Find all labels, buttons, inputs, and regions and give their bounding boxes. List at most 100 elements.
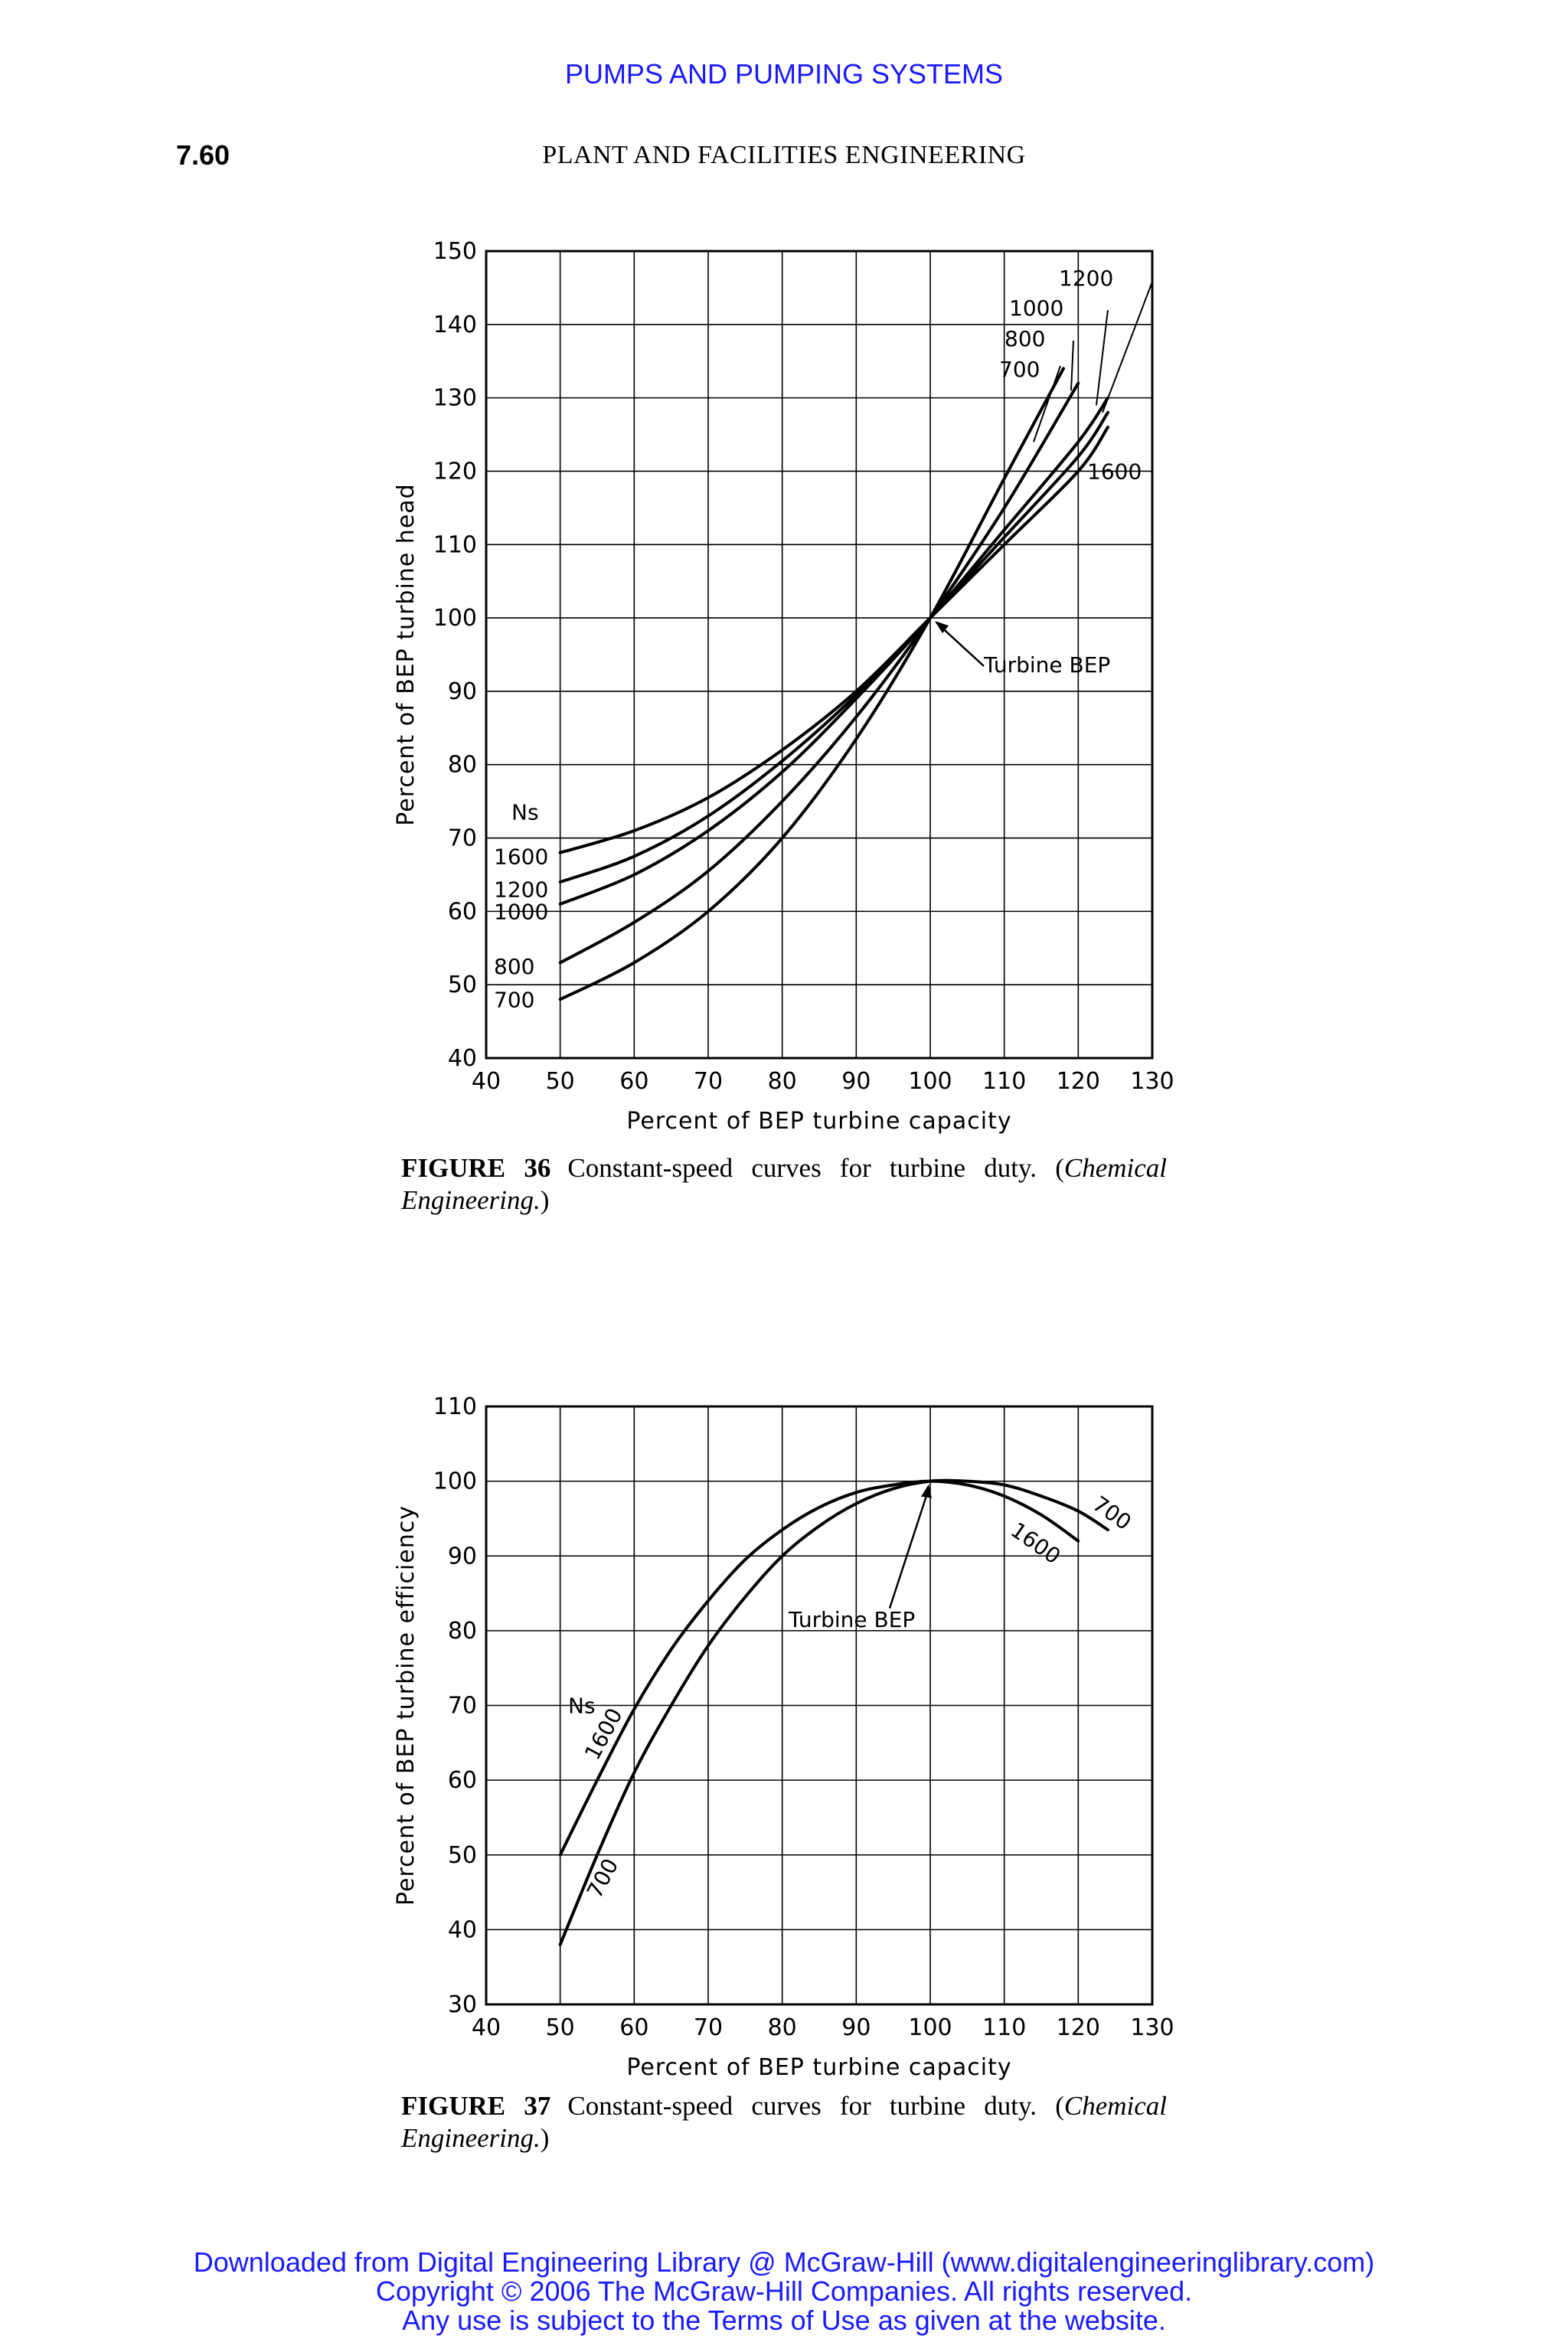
figure-37-caption-source: Chemical Engineering. <box>401 2091 1167 2153</box>
c1-y-tick-label: 50 <box>448 972 477 998</box>
c1-y-tick-label: 60 <box>448 898 477 925</box>
c1-x-tick-label: 120 <box>1057 1068 1100 1095</box>
c2-y-tick-label: 50 <box>448 1842 477 1869</box>
figure-37-ns-label: Ns <box>568 1694 596 1719</box>
c1-x-tick-label: 80 <box>768 1068 797 1095</box>
c1-x-tick-label: 50 <box>546 1068 575 1095</box>
c1-y-tick-label: 100 <box>433 605 477 632</box>
c2-y-tick-label: 30 <box>448 1991 477 2018</box>
figure-36-leader-700 <box>1033 365 1061 443</box>
figure-37-x-ticks: 40 50 60 70 80 90 100 110 120 130 <box>472 2014 1174 2041</box>
figure-36-caption-close: ) <box>540 1185 550 1215</box>
c1-x-tick-label: 90 <box>841 1068 871 1095</box>
c1-y-tick-label: 120 <box>433 458 477 485</box>
c2-x-tick-label: 50 <box>546 2014 575 2041</box>
figure-37-caption: FIGURE 37 Constant-speed curves for turbi… <box>401 2090 1167 2154</box>
page-number: 7.60 <box>176 139 230 171</box>
figure-37-plot-frame <box>485 1405 1154 2006</box>
figure-36-caption-text: Constant-speed curves for turbine duty. … <box>567 1153 1064 1183</box>
download-footer: Downloaded from Digital Engineering Libr… <box>0 2248 1568 2335</box>
c1-y-tick-label: 130 <box>433 385 477 412</box>
c2-x-tick-label: 120 <box>1057 2014 1100 2041</box>
footer-line-1[interactable]: Downloaded from Digital Engineering Libr… <box>193 2246 1375 2278</box>
c1-series-line-1000 <box>558 396 1109 906</box>
figure-36-left-label-800: 800 <box>494 954 534 979</box>
figure-36-plot-frame <box>485 250 1154 1060</box>
download-banner-title: PUMPS AND PUMPING SYSTEMS <box>564 58 1004 90</box>
c1-y-tick-label: 150 <box>433 238 477 265</box>
c2-y-tick-label: 40 <box>448 1916 477 1943</box>
c1-y-tick-label: 140 <box>433 312 477 338</box>
figure-36-caption: FIGURE 36 Constant-speed curves for turbi… <box>401 1152 1167 1217</box>
c2-x-tick-label: 60 <box>619 2014 648 2041</box>
c2-x-tick-label: 80 <box>768 2014 797 2041</box>
c1-x-tick-label: 70 <box>694 1068 723 1095</box>
c2-y-tick-label: 110 <box>433 1393 477 1420</box>
figure-36-right-label-1600: 1600 <box>1087 459 1142 484</box>
c1-y-tick-label: 80 <box>448 752 477 779</box>
figure-36-curves <box>558 367 1109 1001</box>
figure-36-left-label-1000: 1000 <box>494 899 548 924</box>
figure-37-y-ticks: 30 40 50 60 70 80 90 100 110 <box>433 1393 477 2018</box>
figure-36-labels: Ns160012001000800700160012001000800700Tu… <box>494 266 1153 1012</box>
c1-x-tick-label: 130 <box>1130 1068 1174 1095</box>
c2-x-tick-label: 130 <box>1130 2014 1174 2041</box>
footer-line-3: Any use is subject to the Terms of Use a… <box>402 2305 1166 2336</box>
c1-y-tick-label: 40 <box>448 1045 477 1072</box>
c1-series-line-700 <box>558 367 1065 1001</box>
figure-37-y-axis-title: Percent of BEP turbine efficiency <box>393 1505 420 1906</box>
c1-x-tick-label: 60 <box>619 1068 648 1095</box>
c1-series-line-800 <box>558 381 1080 965</box>
c1-y-tick-label: 90 <box>448 678 477 705</box>
figure-37-bep-pointer <box>888 1488 930 1609</box>
figure-36-x-ticks: 40 50 60 70 80 90 100 110 120 130 <box>472 1068 1174 1095</box>
c2-y-tick-label: 90 <box>448 1543 477 1570</box>
c2-series-line-1600 <box>558 1479 1080 1857</box>
figure-36-leader-1200 <box>1102 281 1153 413</box>
figure-36-ns-label: Ns <box>511 800 539 825</box>
figure-36-right-label-1000: 1000 <box>1009 296 1063 321</box>
c2-y-tick-label: 100 <box>433 1468 477 1495</box>
c1-x-tick-label: 100 <box>908 1068 952 1095</box>
running-head: PLANT AND FACILITIES ENGINEERING <box>542 141 1026 169</box>
c1-y-tick-label: 110 <box>433 531 477 558</box>
figure-36-left-label-700: 700 <box>494 987 534 1012</box>
figure-36-right-label-1200: 1200 <box>1059 266 1113 291</box>
figure-37-x-axis-title: Percent of BEP turbine capacity <box>626 2054 1011 2081</box>
figure-36-bep-annotation: Turbine BEP <box>983 652 1110 678</box>
figure-36-leader-1000 <box>1096 309 1109 406</box>
figure-36-right-label-800: 800 <box>1004 326 1045 351</box>
figure-37-right-label-700: 700 <box>1088 1491 1136 1535</box>
c2-y-tick-label: 70 <box>448 1693 477 1720</box>
figure-37-caption-text: Constant-speed curves for turbine duty. … <box>567 2091 1064 2121</box>
c1-x-tick-label: 40 <box>472 1068 501 1095</box>
footer-line-2: Copyright © 2006 The McGraw-Hill Compani… <box>375 2275 1193 2307</box>
figure-36-caption-source: Chemical Engineering. <box>401 1153 1167 1215</box>
figure-36-y-ticks: 40 50 60 70 80 90 100 110 120 130 140 150 <box>433 238 477 1072</box>
c2-x-tick-label: 90 <box>841 2014 871 2041</box>
figure-36-bep-arrowhead <box>935 621 949 634</box>
figure-36-chart: 40 50 60 70 80 90 100 110 120 130 140 150 40 50 60 70 8… <box>393 238 1174 1135</box>
figure-37-caption-close: ) <box>540 2123 550 2153</box>
c1-y-tick-label: 70 <box>448 825 477 852</box>
c2-x-tick-label: 100 <box>908 2014 952 2041</box>
c2-x-tick-label: 40 <box>472 2014 501 2041</box>
figure-36-leader-800 <box>1070 340 1074 391</box>
figure-37-bep-annotation: Turbine BEP <box>788 1607 915 1632</box>
figure-36-left-label-1600: 1600 <box>494 844 548 870</box>
c2-y-tick-label: 80 <box>448 1618 477 1645</box>
c1-series-line-1600 <box>558 426 1109 854</box>
figure-36-x-axis-title: Percent of BEP turbine capacity <box>626 1108 1011 1135</box>
figure-36-y-axis-title: Percent of BEP turbine head <box>393 483 420 825</box>
figure-36-left-label-1200: 1200 <box>494 877 548 903</box>
c1-series-line-1200 <box>558 410 1109 884</box>
c1-x-tick-label: 110 <box>982 1068 1026 1095</box>
c2-x-tick-label: 110 <box>982 2014 1026 2041</box>
figure-36-caption-label: FIGURE 36 <box>401 1153 551 1183</box>
figure-37-caption-label: FIGURE 37 <box>401 2091 551 2121</box>
c2-series-line-700 <box>558 1478 1109 1946</box>
figure-37-left-label-700: 700 <box>582 1854 623 1903</box>
figure-36-right-label-700: 700 <box>999 357 1040 382</box>
